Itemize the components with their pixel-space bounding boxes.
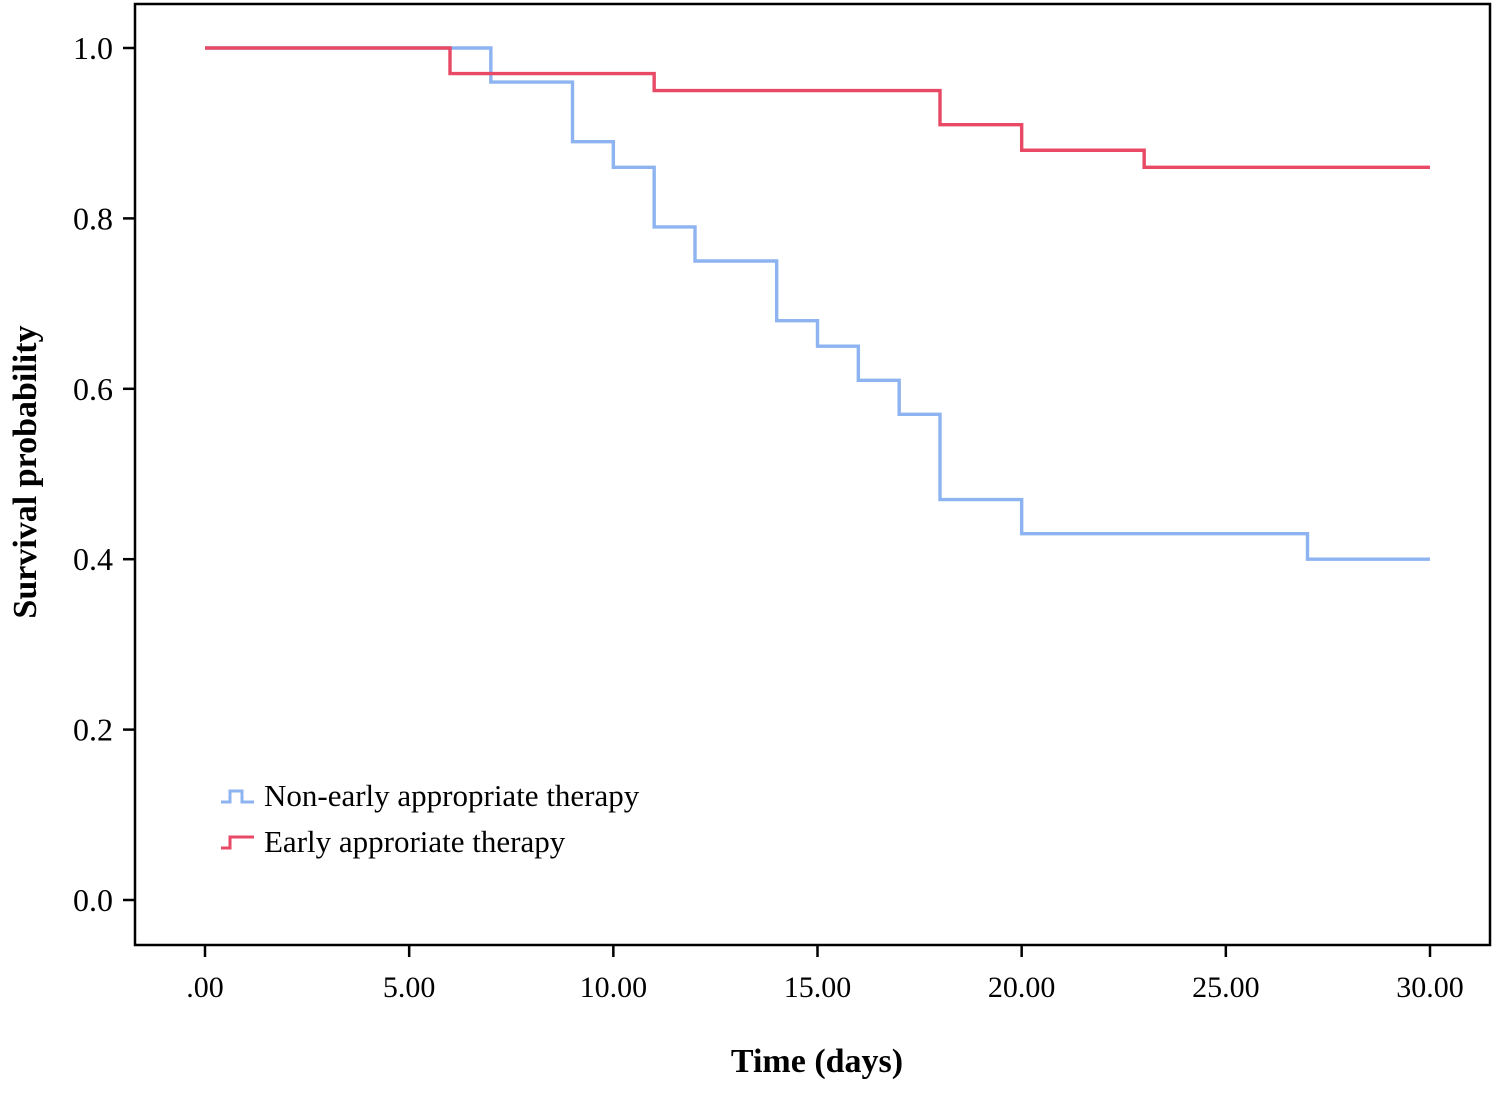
series-path-1 [205, 46, 1430, 169]
y-tick-label: 0.8 [73, 200, 113, 236]
y-tick-label: 0.0 [73, 882, 113, 918]
x-tick-label: .00 [186, 971, 224, 1004]
y-tick-label: 0.4 [73, 541, 113, 577]
legend-label-early: Early approriate therapy [264, 824, 566, 859]
y-tick-label: 1.0 [73, 30, 113, 66]
x-tick-label: 30.00 [1396, 971, 1464, 1004]
x-tick-label: 15.00 [784, 971, 852, 1004]
non-early-line-glyph [221, 789, 254, 804]
plot-frame [133, 2, 1492, 947]
legend: Non-early appropriate therapy Early appr… [220, 778, 639, 860]
early-line-glyph [221, 835, 254, 850]
series-path-0 [205, 46, 1430, 561]
x-tick-label: 10.00 [580, 971, 648, 1004]
x-tick-label: 25.00 [1192, 971, 1260, 1004]
y-tick-label: 0.6 [73, 371, 113, 407]
legend-item-early: Early approriate therapy [220, 824, 639, 860]
legend-label-non-early: Non-early appropriate therapy [264, 778, 640, 813]
legend-item-non-early: Non-early appropriate therapy [220, 778, 639, 814]
x-axis-title: Time (days) [730, 1043, 904, 1080]
x-tick-label: 5.00 [383, 971, 436, 1004]
x-tick-label: 20.00 [988, 971, 1056, 1004]
y-axis-title: Survival probability [7, 325, 44, 619]
y-tick-label: 0.2 [73, 712, 113, 748]
